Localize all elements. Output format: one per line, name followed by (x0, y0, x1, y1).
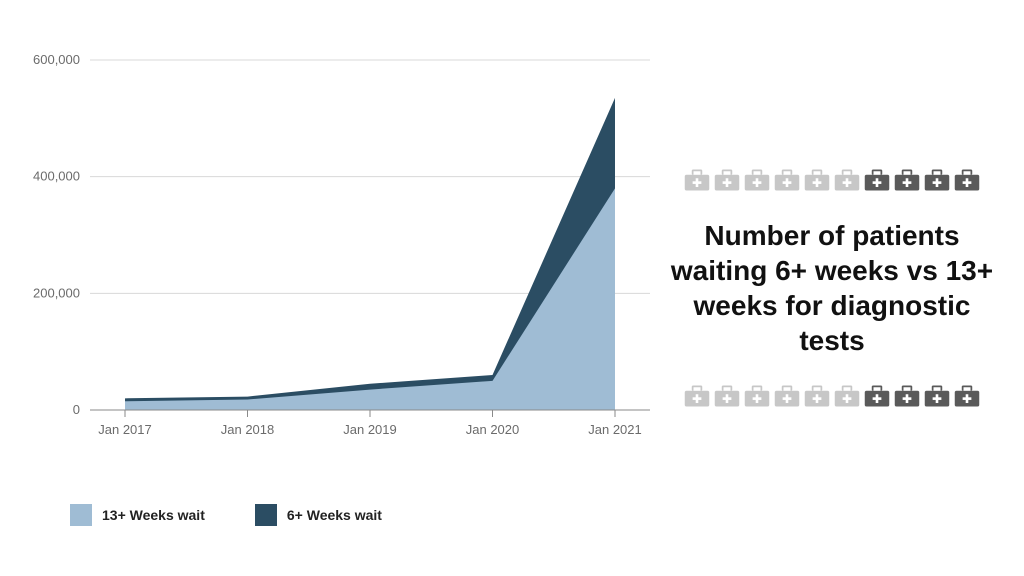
side-title: Number of patients waiting 6+ weeks vs 1… (660, 218, 1004, 358)
svg-text:Jan 2019: Jan 2019 (343, 422, 397, 437)
legend: 13+ Weeks wait 6+ Weeks wait (70, 504, 382, 526)
medkit-icon-wrap (833, 166, 861, 194)
medkit-icon-wrap (683, 166, 711, 194)
medkit-icon (953, 166, 981, 194)
svg-text:600,000: 600,000 (33, 52, 80, 67)
medkit-icon-wrap (893, 382, 921, 410)
medkit-icon-wrap (743, 166, 771, 194)
medkit-icon (893, 382, 921, 410)
medkit-icon-wrap (743, 382, 771, 410)
legend-item: 6+ Weeks wait (255, 504, 382, 526)
icon-row-bottom (683, 382, 981, 410)
medkit-icon (713, 166, 741, 194)
svg-text:200,000: 200,000 (33, 285, 80, 300)
medkit-icon-wrap (863, 382, 891, 410)
medkit-icon-wrap (833, 382, 861, 410)
medkit-icon-wrap (683, 382, 711, 410)
medkit-icon-wrap (803, 166, 831, 194)
medkit-icon-wrap (953, 166, 981, 194)
medkit-icon (863, 382, 891, 410)
legend-item: 13+ Weeks wait (70, 504, 205, 526)
legend-label: 6+ Weeks wait (287, 507, 382, 523)
medkit-icon (893, 166, 921, 194)
medkit-icon (773, 382, 801, 410)
medkit-icon-wrap (893, 166, 921, 194)
medkit-icon (923, 166, 951, 194)
chart-panel: 0 200,000 400,000 600,000 Jan 2017 Jan 2018 Ja… (0, 0, 640, 576)
medkit-icon-wrap (863, 166, 891, 194)
medkit-icon (863, 166, 891, 194)
medkit-icon (713, 382, 741, 410)
svg-text:0: 0 (73, 402, 80, 417)
medkit-icon (953, 382, 981, 410)
medkit-icon-wrap (773, 382, 801, 410)
medkit-icon (833, 166, 861, 194)
medkit-icon (803, 166, 831, 194)
medkit-icon-wrap (923, 382, 951, 410)
medkit-icon (743, 166, 771, 194)
medkit-icon (923, 382, 951, 410)
svg-text:Jan 2020: Jan 2020 (466, 422, 520, 437)
medkit-icon-wrap (923, 166, 951, 194)
medkit-icon-wrap (713, 166, 741, 194)
medkit-icon-wrap (953, 382, 981, 410)
root: 0 200,000 400,000 600,000 Jan 2017 Jan 2018 Ja… (0, 0, 1024, 576)
medkit-icon (833, 382, 861, 410)
medkit-icon-wrap (773, 166, 801, 194)
medkit-icon (773, 166, 801, 194)
medkit-icon (743, 382, 771, 410)
medkit-icon (803, 382, 831, 410)
svg-text:400,000: 400,000 (33, 169, 80, 184)
legend-swatch (70, 504, 92, 526)
svg-text:Jan 2017: Jan 2017 (98, 422, 152, 437)
medkit-icon (683, 166, 711, 194)
area-chart: 0 200,000 400,000 600,000 Jan 2017 Jan 2018 Ja… (10, 40, 650, 460)
medkit-icon-wrap (803, 382, 831, 410)
icon-row-top (683, 166, 981, 194)
medkit-icon-wrap (713, 382, 741, 410)
side-panel: Number of patients waiting 6+ weeks vs 1… (640, 0, 1024, 576)
svg-text:Jan 2018: Jan 2018 (221, 422, 275, 437)
medkit-icon (683, 382, 711, 410)
legend-swatch (255, 504, 277, 526)
svg-text:Jan 2021: Jan 2021 (588, 422, 642, 437)
legend-label: 13+ Weeks wait (102, 507, 205, 523)
